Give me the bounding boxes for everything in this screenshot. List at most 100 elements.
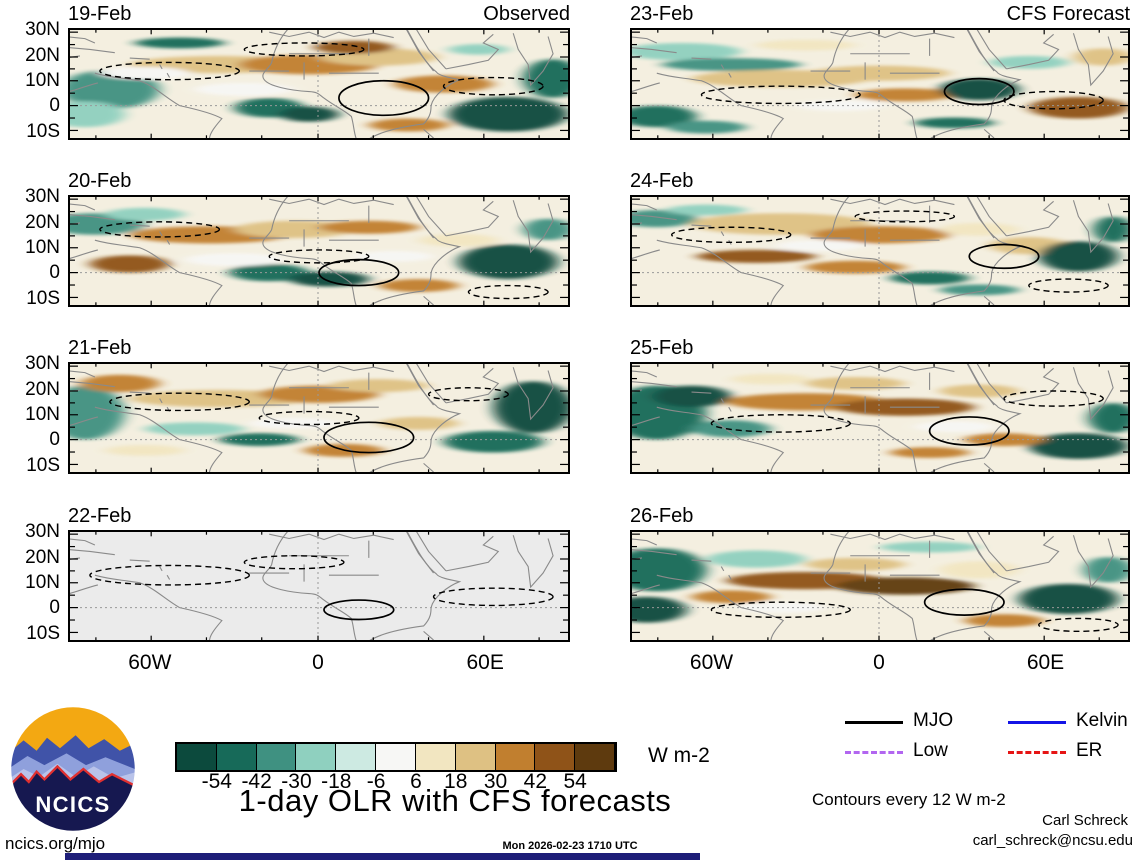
panel-title-row: 24-Feb	[630, 169, 1130, 193]
colorbar-segment	[535, 744, 576, 770]
dashed-contours	[672, 211, 1108, 292]
zero-reference-lines	[632, 364, 1128, 472]
colorbar-tick-value: 42	[523, 770, 548, 793]
figure-title: 1-day OLR with CFS forecasts	[238, 783, 672, 818]
colorbar-segment	[376, 744, 416, 770]
dashed-contours	[100, 43, 543, 95]
panel-date-label: 19-Feb	[68, 3, 132, 25]
dashed-contours	[711, 391, 1103, 432]
map-panel-22-feb	[68, 530, 570, 642]
map-panel-21-feb	[68, 362, 570, 474]
panel-date-label: 21-Feb	[68, 337, 132, 359]
colorbar-tick-value: -54	[201, 770, 232, 793]
colorbar-tick-value: 30	[483, 770, 508, 793]
lat-tick-label: 30N	[25, 521, 60, 543]
legend-line-low	[845, 751, 903, 754]
colorbar-segment	[495, 744, 536, 770]
colorbar-segment	[575, 744, 615, 770]
lat-tick-label: 10N	[25, 236, 60, 258]
lat-tick-label: 0	[49, 95, 60, 117]
colorbar-segment	[415, 744, 456, 770]
contour-note: Contours every 12 W m-2	[812, 790, 1006, 809]
lat-tick-label: 10S	[26, 455, 60, 477]
map-canvas	[70, 364, 568, 472]
lat-tick-label: 10N	[25, 403, 60, 425]
map-canvas	[70, 197, 568, 305]
panel-title-row: 22-Feb	[68, 504, 570, 528]
lat-tick-label: 10S	[26, 121, 60, 143]
timestamp: Mon 2026-02-23 1710 UTC	[502, 840, 638, 852]
legend-label: Kelvin	[1076, 710, 1128, 731]
coastlines	[632, 197, 1113, 305]
panel-title-row: 20-Feb	[68, 169, 570, 193]
logo-front-ridge	[10, 766, 136, 832]
lat-tick-label: 10N	[25, 571, 60, 593]
mjo-contour	[944, 79, 1013, 105]
mjo-contour	[319, 260, 399, 286]
dashed-contours	[110, 388, 508, 425]
credit-name: Carl Schreck	[1042, 812, 1128, 829]
map-panel-20-feb	[68, 195, 570, 307]
colorbar-tick-value: -30	[281, 770, 312, 793]
panel-title-row: 23-Feb CFS Forecast	[630, 2, 1130, 26]
colorbar-segment	[177, 744, 217, 770]
mjo-contour	[339, 81, 429, 116]
panel-date-label: 24-Feb	[630, 170, 694, 192]
colorbar-segment	[216, 744, 257, 770]
lon-tick-label: 60E	[466, 651, 504, 674]
legend-line-mjo	[845, 721, 903, 724]
logo-red-ridgeline	[10, 764, 136, 789]
mjo-contour	[324, 422, 414, 452]
panel-date-label: 20-Feb	[68, 170, 132, 192]
site-url: ncics.org/mjo	[5, 834, 106, 853]
map-canvas	[632, 532, 1128, 640]
lat-tick-label: 10S	[26, 623, 60, 645]
olr-anomaly-shading	[70, 374, 568, 457]
olr-anomaly-shading	[632, 204, 1128, 296]
coastlines	[632, 364, 1113, 472]
lat-tick-label: 30N	[25, 19, 60, 41]
colorbar-tick-value: 6	[410, 770, 422, 793]
lat-tick-label: 30N	[25, 186, 60, 208]
panel-title-row: 21-Feb	[68, 336, 570, 360]
colorbar-tick-value: -42	[241, 770, 272, 793]
legend-label: ER	[1076, 740, 1103, 761]
logo-text: NCICS	[35, 792, 110, 817]
lat-tick-label: 20N	[25, 547, 60, 568]
zero-reference-lines	[632, 532, 1128, 640]
colorbar-tick-value: -18	[321, 770, 352, 793]
legend-line-er	[1008, 751, 1066, 754]
panel-column-heading: Observed	[483, 3, 570, 25]
lat-tick-label: 20N	[25, 379, 60, 400]
dashed-contours	[100, 222, 548, 299]
lat-tick-label: 10S	[26, 288, 60, 310]
lat-tick-label: 0	[49, 597, 60, 619]
map-panel-26-feb	[630, 530, 1130, 642]
legend-label: Low	[913, 740, 948, 761]
lon-tick-label: 60E	[1026, 651, 1065, 674]
colorbar	[175, 742, 617, 772]
zero-reference-lines	[70, 364, 568, 472]
credit-email: carl_schreck@ncsu.edu	[972, 832, 1133, 849]
panel-date-label: 23-Feb	[630, 3, 694, 25]
dashed-contours	[711, 602, 1118, 631]
lat-tick-label: 30N	[25, 353, 60, 375]
lat-tick-label: 0	[49, 429, 60, 451]
zero-reference-lines	[70, 30, 568, 138]
panel-date-label: 26-Feb	[630, 505, 694, 527]
coastlines	[632, 30, 1113, 138]
bottom-bar	[65, 853, 700, 860]
legend-line-kelvin	[1008, 721, 1066, 724]
coastlines	[70, 364, 553, 472]
olr-anomaly-shading	[632, 39, 1128, 134]
panel-title-row: 25-Feb	[630, 336, 1130, 360]
panel-date-label: 25-Feb	[630, 337, 694, 359]
lat-tick-label: 0	[49, 262, 60, 284]
map-panel-24-feb	[630, 195, 1130, 307]
lon-tick-label: 0	[312, 651, 324, 674]
mjo-contour	[930, 417, 1009, 445]
colorbar-segment	[455, 744, 496, 770]
colorbar-tick-value: 18	[444, 770, 468, 793]
mjo-contour	[324, 600, 394, 619]
